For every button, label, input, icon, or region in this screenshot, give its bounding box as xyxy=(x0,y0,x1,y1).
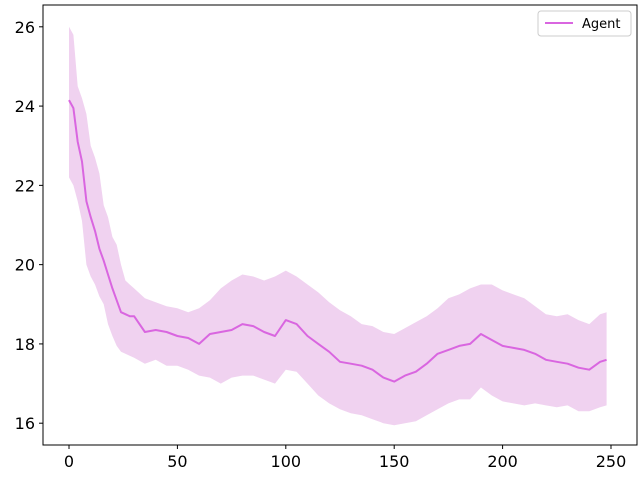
legend-label-agent: Agent xyxy=(582,17,620,32)
legend: Agent xyxy=(537,10,632,37)
series-line-0 xyxy=(68,99,607,383)
legend-box xyxy=(537,10,632,37)
x-tick-label: 150 xyxy=(379,452,410,471)
y-tick-label: 18 xyxy=(15,335,35,354)
y-tick-label: 24 xyxy=(15,97,35,116)
x-tick-label: 0 xyxy=(64,452,74,471)
y-tick-label: 22 xyxy=(15,176,35,195)
y-tick-label: 20 xyxy=(15,256,35,275)
x-tick-label: 50 xyxy=(167,452,187,471)
x-tick-label: 250 xyxy=(596,452,627,471)
confidence-band-series-0 xyxy=(69,26,607,426)
y-tick-label: 16 xyxy=(15,414,35,433)
x-tick-label: 200 xyxy=(487,452,518,471)
x-tick-label: 100 xyxy=(271,452,302,471)
plot-frame xyxy=(42,4,638,446)
y-tick-label: 26 xyxy=(15,18,35,37)
